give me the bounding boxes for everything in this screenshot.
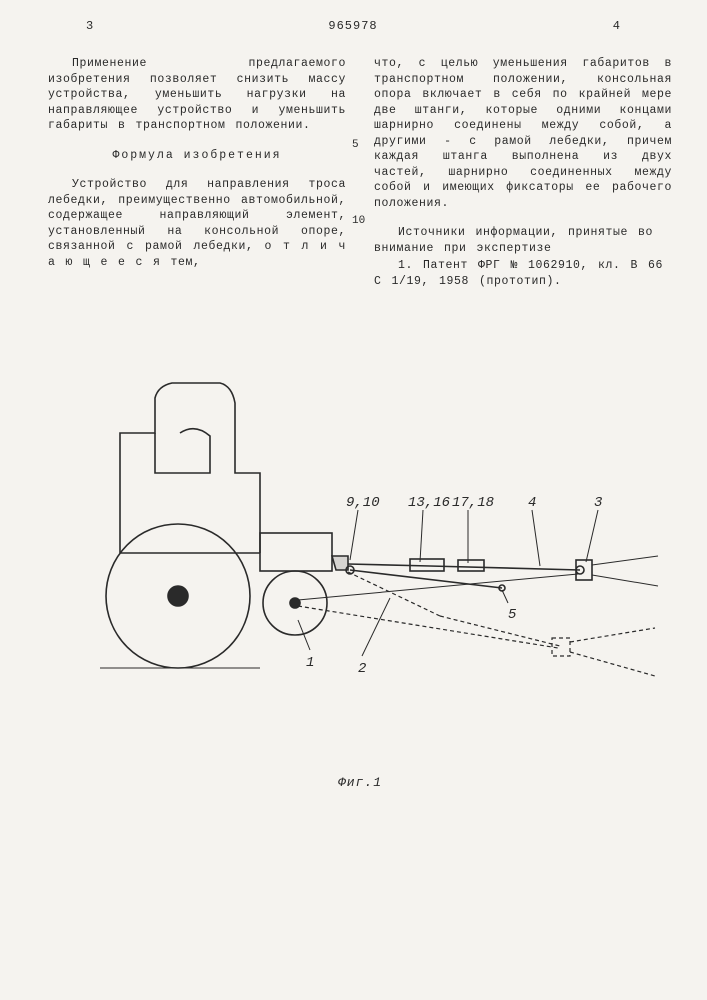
fig-label-13-16: 13,16 [408,495,450,511]
left-para-2: Устройство для направления троса лебедки… [48,177,346,270]
page-header: 3 965978 4 [48,18,672,34]
line-number-10: 10 [352,214,365,229]
fig-label-2: 2 [358,661,366,677]
sources-heading: Источники информации, принятые во вниман… [374,225,672,256]
figure-svg: 9,10 13,16 17,18 4 3 1 2 5 [60,338,660,768]
right-para-1: что, с целью уменьшения габаритов в тран… [374,56,672,211]
right-column: 5 10 что, с целью уменьшения габаритов в… [370,56,672,303]
source-1: 1. Патент ФРГ № 1062910, кл. В 66 С 1/19… [374,258,672,289]
fig-label-1: 1 [306,655,314,671]
fig-label-5: 5 [508,607,517,623]
fig-label-3: 3 [594,495,602,511]
left-para-1: Применение предлагаемого изобретения поз… [48,56,346,134]
fig-label-4: 4 [528,495,536,511]
fig-label-17-18: 17,18 [452,495,494,511]
fig-label-9-10: 9,10 [346,495,380,511]
text-columns: Применение предлагаемого изобретения поз… [48,56,672,303]
figure-caption: Фиг.1 [48,774,672,792]
document-number: 965978 [328,18,377,34]
page-num-right: 4 [613,18,620,34]
left-column: Применение предлагаемого изобретения поз… [48,56,350,303]
figure-1: 9,10 13,16 17,18 4 3 1 2 5 Фиг.1 [48,338,672,792]
formula-heading: Формула изобретения [48,148,346,164]
line-number-5: 5 [352,138,359,153]
page-num-left: 3 [86,18,93,34]
